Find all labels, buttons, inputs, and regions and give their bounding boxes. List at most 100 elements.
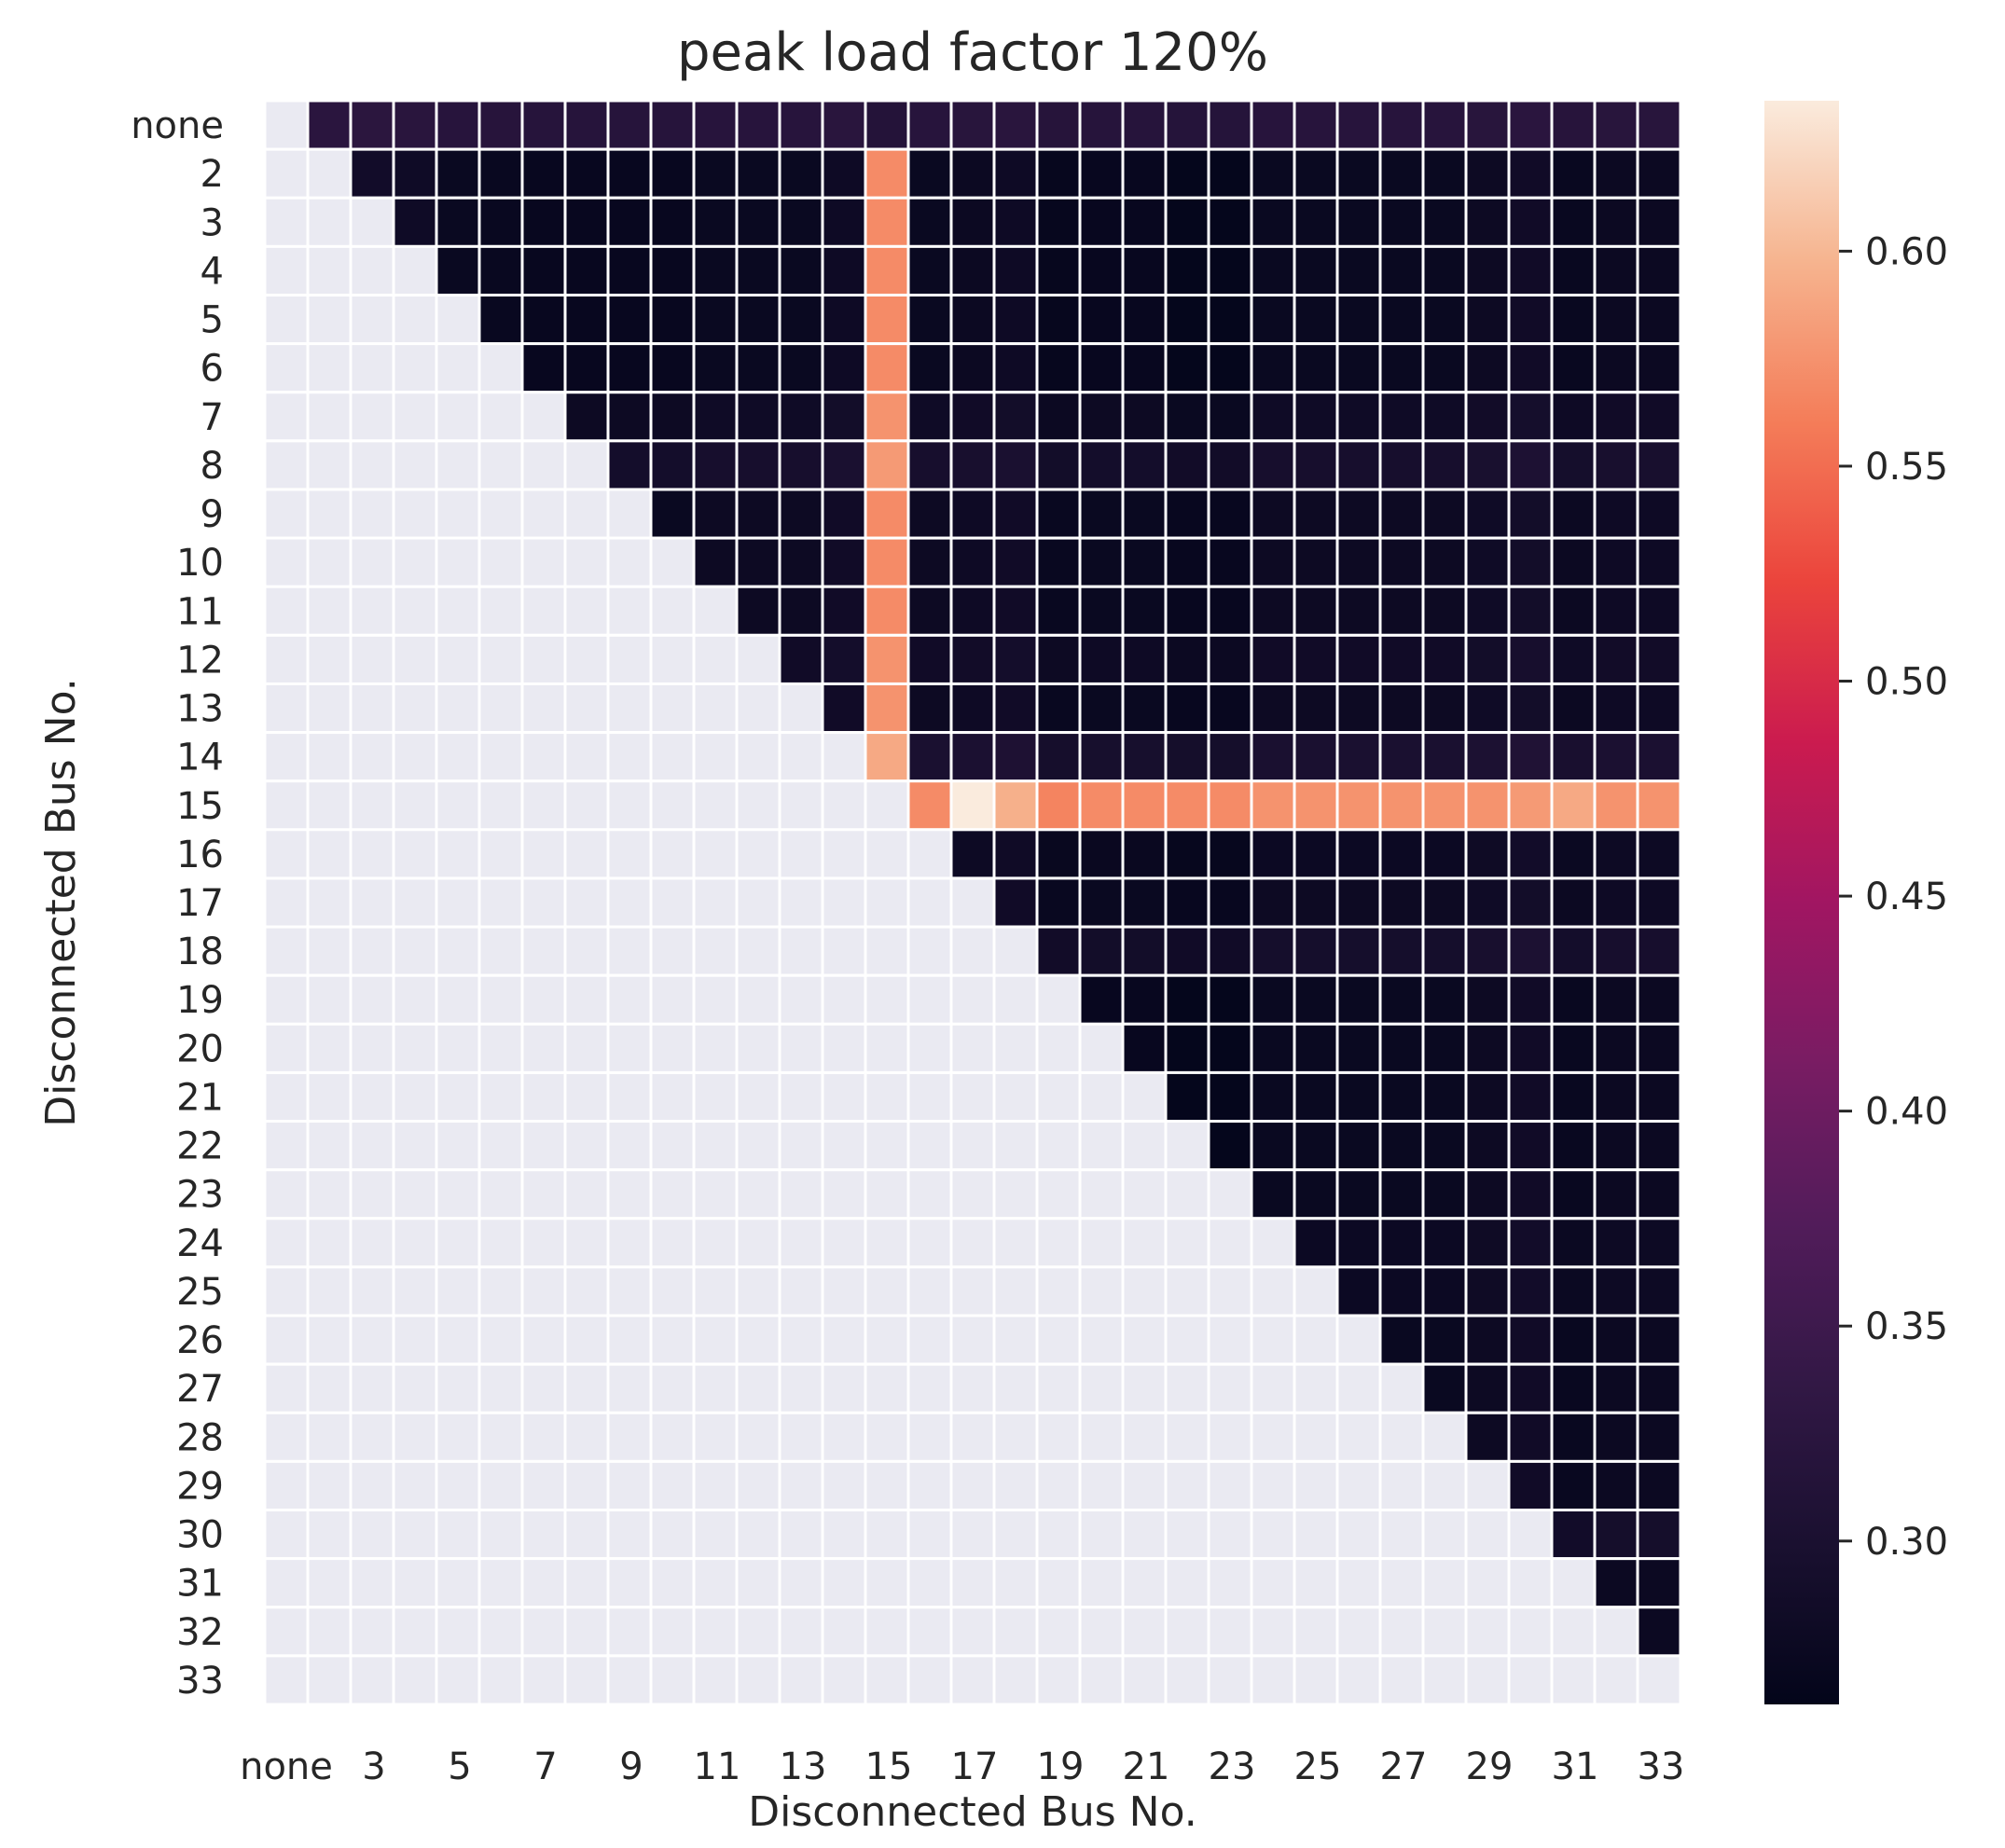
- masked-cell: [563, 585, 610, 637]
- heatmap-cell: [949, 682, 996, 735]
- masked-cell: [864, 1217, 910, 1269]
- heatmap-cell: [1250, 1070, 1296, 1124]
- heatmap-cell: [306, 99, 353, 151]
- heatmap-cell: [1121, 293, 1168, 346]
- heatmap-cell: [1464, 1217, 1511, 1269]
- masked-cell: [649, 779, 696, 832]
- masked-cell: [1335, 1362, 1382, 1414]
- masked-cell: [735, 682, 781, 735]
- heatmap-cell: [1035, 488, 1082, 540]
- heatmap-cell: [692, 99, 739, 151]
- masked-cell: [1078, 1314, 1125, 1366]
- heatmap-cell: [1593, 99, 1639, 151]
- heatmap-cell: [1378, 293, 1425, 346]
- masked-cell: [1078, 1411, 1125, 1463]
- masked-cell: [1035, 1217, 1082, 1269]
- x-tick-label: 27: [1380, 1745, 1428, 1788]
- heatmap-cell: [1035, 779, 1082, 832]
- masked-cell: [864, 1265, 910, 1317]
- masked-cell: [692, 585, 739, 637]
- masked-cell: [906, 1411, 953, 1463]
- masked-cell: [778, 731, 824, 783]
- x-tick-label: 7: [533, 1745, 557, 1788]
- heatmap-cell: [1378, 1070, 1425, 1124]
- masked-cell: [563, 439, 610, 491]
- masked-cell: [520, 536, 567, 588]
- heatmap-cell: [1335, 876, 1382, 929]
- heatmap-cell: [1593, 1362, 1639, 1414]
- heatmap-cell: [1293, 973, 1339, 1026]
- heatmap-cell: [1464, 1314, 1511, 1366]
- masked-cell: [906, 876, 953, 929]
- masked-cell: [864, 876, 910, 929]
- heatmap-cell: [949, 342, 996, 394]
- masked-cell: [392, 1362, 438, 1414]
- heatmap-cell: [1378, 1265, 1425, 1317]
- heatmap-cells: [263, 99, 1682, 1706]
- masked-cell: [392, 1557, 438, 1609]
- x-tick-label: 23: [1209, 1745, 1256, 1788]
- masked-cell: [435, 925, 481, 977]
- masked-cell: [392, 1459, 438, 1512]
- masked-cell: [263, 828, 310, 880]
- masked-cell: [263, 1362, 310, 1414]
- heatmap-cell: [1593, 293, 1639, 346]
- heatmap-cell: [1593, 925, 1639, 977]
- heatmap-cell: [992, 439, 1039, 491]
- heatmap-cell: [649, 196, 696, 248]
- masked-cell: [649, 1557, 696, 1609]
- masked-cell: [606, 1168, 653, 1221]
- masked-cell: [992, 1265, 1039, 1317]
- y-tick-label: 11: [176, 590, 224, 633]
- masked-cell: [949, 1120, 996, 1172]
- heatmap-cell: [1421, 488, 1468, 540]
- heatmap-cell: [1335, 244, 1382, 297]
- masked-cell: [821, 973, 867, 1026]
- masked-cell: [1078, 1022, 1125, 1074]
- masked-cell: [606, 1459, 653, 1512]
- masked-cell: [1550, 1606, 1597, 1658]
- masked-cell: [992, 1168, 1039, 1221]
- masked-cell: [1078, 1120, 1125, 1172]
- masked-cell: [349, 1557, 395, 1609]
- masked-cell: [1421, 1606, 1468, 1658]
- masked-cell: [349, 1168, 395, 1221]
- masked-cell: [349, 342, 395, 394]
- heatmap-cell: [1078, 488, 1125, 540]
- masked-cell: [1207, 1217, 1253, 1269]
- heatmap-cell: [1078, 244, 1125, 297]
- masked-cell: [735, 1362, 781, 1414]
- masked-cell: [649, 973, 696, 1026]
- masked-cell: [306, 1362, 353, 1414]
- masked-cell: [477, 925, 524, 977]
- masked-cell: [692, 1070, 739, 1124]
- heatmap-cell: [906, 439, 953, 491]
- heatmap-cell: [435, 196, 481, 248]
- masked-cell: [1593, 1606, 1639, 1658]
- y-tick-label: 26: [176, 1319, 224, 1362]
- masked-cell: [392, 1070, 438, 1124]
- masked-cell: [1164, 1168, 1210, 1221]
- heatmap-cell: [992, 147, 1039, 200]
- masked-cell: [392, 1411, 438, 1463]
- heatmap-cell: [1121, 196, 1168, 248]
- masked-cell: [692, 876, 739, 929]
- masked-cell: [1121, 1606, 1168, 1658]
- masked-cell: [435, 1314, 481, 1366]
- heatmap-cell: [1593, 1120, 1639, 1172]
- masked-cell: [263, 1459, 310, 1512]
- x-tick-label: 15: [865, 1745, 913, 1788]
- heatmap-cell: [1164, 342, 1210, 394]
- heatmap-cell: [1636, 196, 1682, 248]
- heatmap-cell: [1464, 293, 1511, 346]
- heatmap-cell: [1121, 731, 1168, 783]
- y-tick-label: 19: [176, 979, 224, 1022]
- masked-cell: [563, 536, 610, 588]
- heatmap-cell: [1507, 1265, 1554, 1317]
- heatmap-cell: [1335, 147, 1382, 200]
- masked-cell: [992, 1411, 1039, 1463]
- masked-cell: [435, 1557, 481, 1609]
- heatmap-cell: [1078, 293, 1125, 346]
- masked-cell: [906, 828, 953, 880]
- masked-cell: [563, 1070, 610, 1124]
